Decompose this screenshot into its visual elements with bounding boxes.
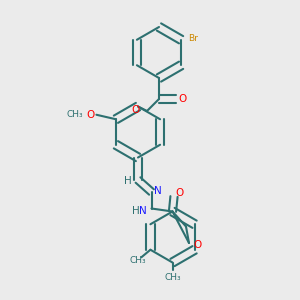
Text: H: H (132, 206, 140, 216)
Text: O: O (87, 110, 95, 120)
Text: CH₃: CH₃ (66, 110, 83, 119)
Text: N: N (139, 206, 147, 216)
Text: O: O (131, 104, 140, 115)
Text: O: O (194, 239, 202, 250)
Text: O: O (176, 188, 184, 199)
Text: N: N (154, 185, 162, 196)
Text: CH₃: CH₃ (129, 256, 146, 265)
Text: H: H (124, 176, 132, 187)
Text: Br: Br (189, 34, 199, 43)
Text: CH₃: CH₃ (164, 273, 181, 282)
Text: O: O (178, 94, 186, 104)
